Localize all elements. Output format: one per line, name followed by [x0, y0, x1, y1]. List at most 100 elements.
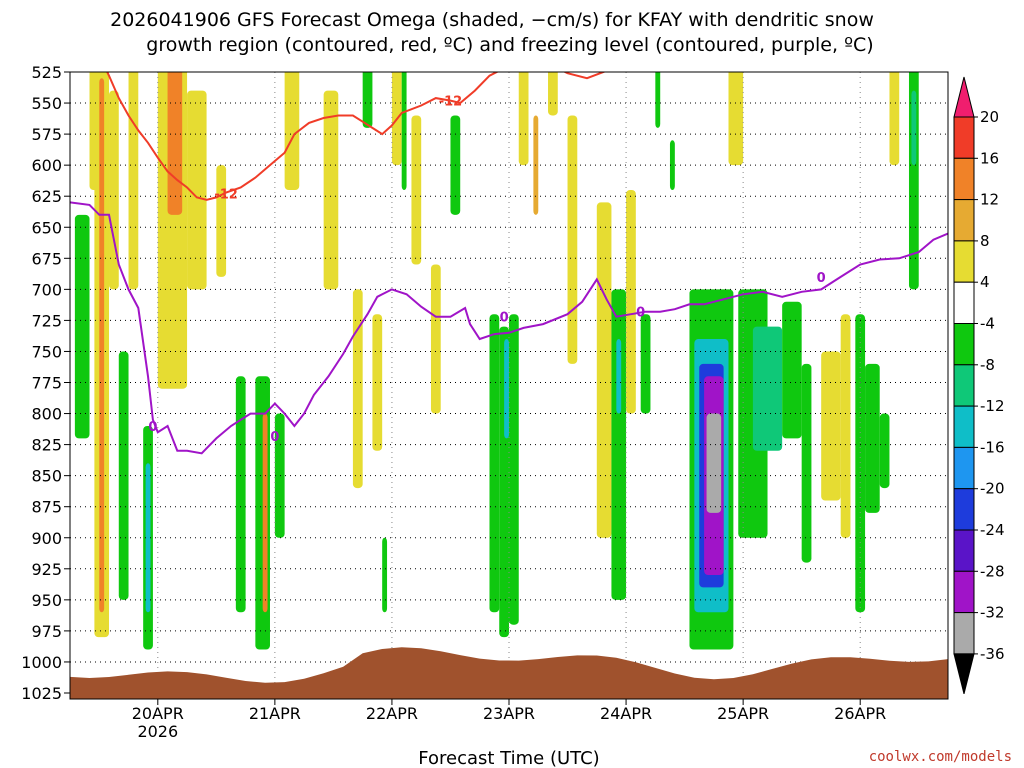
colorbar-segment-9: [953, 446, 975, 490]
ytick-label-925: 925: [31, 560, 62, 579]
ytick-label-1025: 1025: [21, 684, 62, 703]
ytick-label-550: 550: [31, 94, 62, 113]
freezing-level-label-0: 0: [148, 420, 157, 435]
omega-cell-32: [509, 314, 519, 625]
colorbar-tick-label-11: -28: [980, 562, 1005, 580]
omega-cell-35: [548, 72, 558, 116]
colorbar-segment-10: [953, 488, 975, 531]
xtick-label-20APR: 20APR: [132, 704, 184, 723]
omega-cell-61: [911, 90, 917, 166]
omega-cell-27: [430, 264, 441, 414]
xtick-label-25APR: 25APR: [717, 704, 769, 723]
colorbar-segment-4: [953, 240, 975, 283]
chart-title-line1: 2026041906 GFS Forecast Omega (shaded, −…: [110, 9, 874, 31]
omega-cell-55: [840, 314, 851, 538]
freezing-level-label-1: 0: [270, 430, 279, 445]
omega-cell-54: [821, 351, 841, 501]
ytick-label-725: 725: [31, 311, 62, 330]
ytick-label-600: 600: [31, 156, 62, 175]
ytick-label-775: 775: [31, 374, 62, 393]
omega-shading-layer: [74, 72, 919, 650]
omega-cell-48: [706, 413, 722, 513]
omega-cell-43: [669, 140, 675, 190]
colorbar: 20 16 12 8 4 -4 -8 -12 -16 -20 -24 -28 -32 -36: [953, 76, 1005, 695]
omega-cell-38: [611, 289, 627, 600]
omega-cell-29: [489, 314, 500, 613]
ytick-label-675: 675: [31, 249, 62, 268]
omega-cell-41: [640, 314, 651, 414]
colorbar-segment-12: [953, 570, 975, 614]
xtick-label-23APR: 23APR: [483, 704, 535, 723]
colorbar-segment-5: [953, 281, 975, 325]
omega-cell-26: [411, 115, 422, 265]
omega-cell-37: [596, 202, 612, 538]
dgz-contour-label-1: -12: [439, 95, 463, 110]
chart-title-line2: growth region (contoured, red, ºC) and f…: [146, 34, 873, 56]
omega-cell-25: [401, 72, 407, 190]
colorbar-tick-label-8: -16: [980, 438, 1005, 456]
colorbar-tick-label-9: -20: [980, 480, 1005, 498]
ground-layer: [70, 647, 948, 699]
ytick-label-825: 825: [31, 436, 62, 455]
colorbar-tick-label-3: 8: [980, 232, 990, 250]
omega-cell-56: [855, 314, 866, 613]
omega-cell-21: [362, 72, 373, 128]
ytick-label-900: 900: [31, 529, 62, 548]
omega-cell-53: [801, 363, 812, 563]
freezing-level-label-3: 0: [636, 306, 645, 321]
colorbar-tick-label-1: 16: [980, 149, 999, 167]
ytick-label-700: 700: [31, 280, 62, 299]
colorbar-tick-label-5: -4: [980, 315, 995, 333]
omega-cell-3: [99, 78, 105, 613]
ytick-label-575: 575: [31, 125, 62, 144]
colorbar-segment-1: [953, 116, 975, 159]
ytick-label-750: 750: [31, 342, 62, 361]
ytick-label-975: 975: [31, 622, 62, 641]
ytick-label-625: 625: [31, 187, 62, 206]
ytick-label-650: 650: [31, 218, 62, 237]
x-axis-label: Forecast Time (UTC): [418, 748, 599, 768]
colorbar-top-arrow: [953, 76, 975, 118]
omega-cell-33: [518, 72, 529, 166]
colorbar-segment-13: [953, 612, 975, 655]
freezing-level-label-4: 0: [817, 271, 826, 286]
colorbar-tick-label-12: -32: [980, 604, 1005, 622]
omega-cell-20: [352, 289, 363, 489]
colorbar-bottom-arrow: [953, 653, 975, 695]
omega-cell-16: [262, 413, 268, 613]
omega-cell-17: [274, 413, 285, 538]
colorbar-tick-label-2: 12: [980, 191, 999, 209]
omega-cell-6: [128, 72, 139, 290]
omega-cell-13: [216, 165, 227, 277]
ytick-label-850: 850: [31, 467, 62, 486]
ytick-label-875: 875: [31, 498, 62, 517]
ground-surface: [70, 647, 948, 699]
omega-cell-5: [118, 351, 129, 600]
colorbar-segment-8: [953, 405, 975, 448]
omega-cell-12: [187, 90, 207, 290]
credit-text: coolwx.com/models: [869, 749, 1012, 765]
omega-cell-0: [74, 214, 90, 439]
omega-cell-10: [167, 72, 183, 215]
colorbar-segment-2: [953, 157, 975, 201]
omega-cell-4: [109, 90, 119, 290]
omega-cell-49: [728, 72, 744, 166]
y-axis-ticks: 525 550 575 600 625 650 675 700 725 750 775 800 825 8…: [21, 63, 70, 703]
xtick-label-26APR: 26APR: [834, 704, 886, 723]
omega-cell-59: [889, 72, 900, 166]
freezing-level-label-2: 0: [500, 311, 509, 326]
contour-layer: -12 -12 0 0 0 0 0: [70, 72, 948, 455]
omega-cell-8: [145, 463, 151, 613]
ytick-label-525: 525: [31, 63, 62, 82]
omega-cell-39: [616, 339, 622, 414]
xtick-label-21APR: 21APR: [249, 704, 301, 723]
omega-cell-52: [782, 301, 802, 439]
omega-cell-22: [372, 314, 383, 451]
dgz-contour-line: [106, 72, 607, 201]
dgz-contour-label-0: -12: [214, 188, 238, 203]
ytick-label-950: 950: [31, 591, 62, 610]
omega-cell-57: [865, 363, 880, 513]
colorbar-tick-label-6: -8: [980, 356, 995, 374]
